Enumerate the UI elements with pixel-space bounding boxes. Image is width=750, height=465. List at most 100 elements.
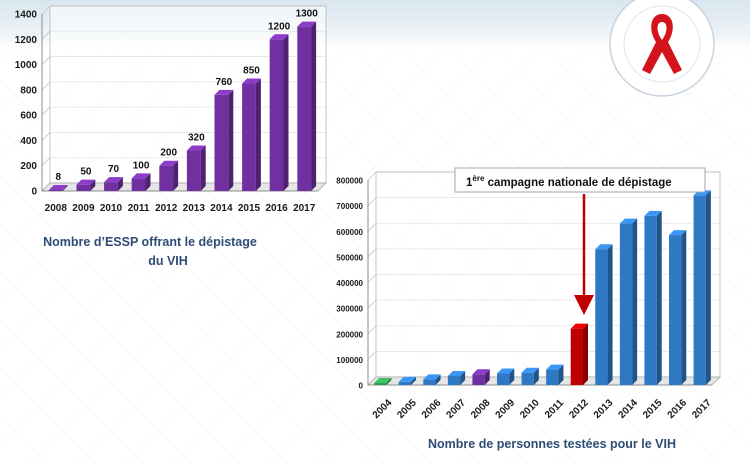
chart1-bar: [76, 179, 96, 191]
chart1-title-line2: du VIH: [148, 254, 188, 268]
chart2-bar-front: [693, 195, 706, 385]
chart1-title-line1: Nombre d’ESSP offrant le dépistage: [43, 235, 257, 249]
chart2-y-tick: 200000: [336, 330, 363, 339]
chart2-bar: [619, 218, 638, 385]
chart1-gridline-diag: [41, 56, 51, 65]
chart1-y-tick-labels: 0 200 400 600 800 1000 1200 1400: [15, 10, 38, 198]
chart2-bar-top: [398, 376, 416, 382]
chart2-bar-top: [374, 377, 392, 383]
chart2-y-tick: 100000: [336, 356, 363, 365]
chart2-bar-top: [521, 367, 539, 373]
chart2-bar: [644, 210, 662, 385]
chart1-bar-front: [159, 165, 174, 191]
chart2-bar-front: [374, 382, 387, 385]
chart2-bar-top: [447, 371, 466, 377]
chart1-bar-side: [173, 160, 179, 191]
chart2-bar-top: [669, 230, 687, 236]
chart2-bar: [669, 230, 687, 385]
chart2-bar-front: [398, 381, 411, 385]
chart1-bar-front: [242, 83, 256, 191]
chart1-bar-top: [159, 160, 179, 166]
chart2-bar-front: [447, 376, 461, 385]
chart2-x-tick: 2006: [420, 397, 444, 421]
chart2-x-tick: 2004: [371, 397, 395, 421]
chart1-bar-front: [214, 94, 229, 191]
chart2-bar-side: [705, 190, 711, 385]
chart1-bar: [159, 160, 179, 191]
chart1-bars: [48, 21, 317, 192]
chart2-x-tick: 2012: [567, 397, 591, 421]
chart1-x-tick: 2008: [45, 203, 68, 214]
chart1-x-tick: 2013: [183, 203, 206, 214]
chart1-gridline-diag: [41, 31, 51, 40]
chart1-x-tick: 2016: [265, 203, 288, 214]
chart2-x-tick: 2015: [641, 397, 665, 421]
chart2-bar-side: [411, 376, 416, 385]
chart1-bar-front: [48, 189, 63, 191]
chart2-bar-side: [435, 374, 441, 385]
chart2-bar-side: [681, 230, 687, 385]
chart2-gridline-diag: [367, 299, 377, 309]
chart2-x-tick: 2013: [592, 397, 616, 421]
chart2-bar-top: [423, 374, 441, 380]
chart1-gridline-diag: [41, 106, 51, 116]
chart1-bar-front: [104, 182, 118, 191]
campaign-annotation: 1ère campagne nationale de dépistage: [454, 167, 706, 315]
chart2-bar-front: [472, 374, 485, 385]
chart2-gridline-diag: [367, 248, 377, 258]
chart1-bar-top: [131, 173, 151, 179]
chart1-y-tick: 200: [20, 161, 37, 172]
chart2-bar-side: [533, 367, 539, 385]
chart1-bar: [242, 78, 261, 191]
chart1-x-tick: 2011: [128, 203, 150, 214]
chart2-bar: [693, 190, 711, 385]
chart1-x-tick: 2009: [72, 203, 95, 214]
chart2-bar: [447, 371, 466, 385]
chart2-title: Nombre de personnes testées pour le VIH: [428, 437, 676, 451]
chart2-bar-front: [570, 328, 583, 385]
chart1-bar-side: [90, 179, 96, 191]
chart2-bar-side: [632, 218, 638, 385]
chart2-y-tick: 300000: [336, 305, 363, 314]
chart2-bar-front: [619, 223, 633, 385]
chart1-data-label: 100: [133, 160, 150, 171]
chart2-bar: [472, 369, 490, 385]
chart1-data-label: 1300: [296, 9, 319, 20]
chart1-bar-front: [131, 178, 146, 191]
chart1-bar: [131, 173, 151, 191]
chart-personnes-testees: 0 100000 200000 300000 400000 500000 600000 700…: [336, 167, 721, 451]
chart1-bar-front: [297, 26, 312, 192]
chart2-bar: [595, 244, 613, 385]
chart2-bar-front: [644, 215, 657, 385]
chart1-bar-side: [283, 34, 289, 192]
chart2-bar-front: [669, 235, 682, 385]
chart2-y-tick-labels: 0 100000 200000 300000 400000 500000 600000 700…: [336, 177, 363, 391]
chart2-gridline-diag: [367, 325, 377, 335]
chart2-x-tick: 2009: [494, 397, 518, 421]
chart2-gridline-diag: [367, 274, 377, 283]
chart1-bar: [186, 145, 206, 191]
chart1-bar-side: [228, 89, 234, 191]
chart1-y-tick: 800: [20, 85, 37, 96]
chart1-bar: [104, 177, 123, 191]
chart1-x-tick: 2014: [210, 203, 233, 214]
red-ribbon-icon: [642, 14, 682, 74]
chart1-data-label: 70: [108, 164, 120, 175]
chart2-bars: [374, 190, 711, 385]
chart1-data-label: 320: [188, 133, 205, 144]
chart2-x-tick: 2007: [444, 397, 468, 421]
chart2-bar: [423, 374, 441, 385]
chart2-x-tick-labels: 2004 2005 2006 2007 2008 2009 2010 2011 2012 2013…: [371, 397, 714, 421]
chart2-y-tick: 700000: [336, 202, 363, 211]
chart1-bar: [297, 21, 317, 192]
chart1-gridline-diag: [41, 5, 51, 15]
chart1-y-tick: 1200: [15, 35, 38, 46]
chart1-bar: [269, 34, 289, 192]
chart1-x-tick: 2015: [238, 203, 261, 214]
chart2-bar-top: [595, 244, 613, 250]
chart2-bar-side: [509, 368, 515, 385]
chart2-bar: [374, 377, 392, 385]
chart1-y-tick: 600: [20, 111, 37, 122]
